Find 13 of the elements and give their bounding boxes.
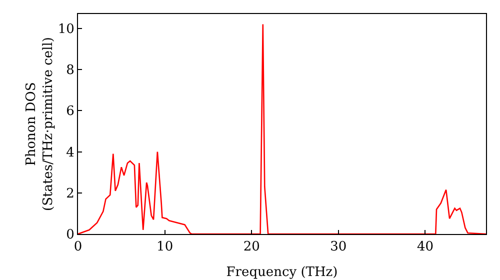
y-tick-label: 0: [66, 228, 74, 243]
x-tick-label: 40: [416, 240, 434, 255]
x-tick-label: 10: [156, 240, 174, 255]
x-tick-label: 20: [243, 240, 260, 255]
x-tick-label: 30: [330, 240, 347, 255]
y-tick-label: 6: [66, 104, 74, 120]
x-axis-title: Frequency (THz): [226, 265, 338, 280]
y-tick-label: 10: [58, 22, 74, 37]
y-axis-title: Phonon DOS (States/THz·primitive cell): [24, 36, 56, 212]
line-series: [78, 24, 486, 234]
y-tick-label: 8: [66, 63, 74, 78]
y-tick-label: 4: [66, 145, 74, 160]
y-tick-label: 2: [66, 186, 74, 202]
